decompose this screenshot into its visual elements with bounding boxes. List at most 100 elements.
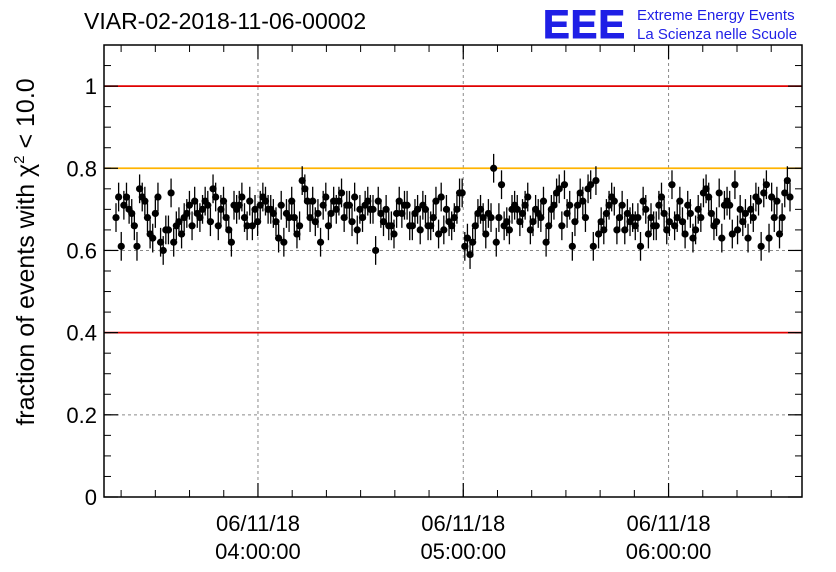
data-point — [566, 190, 574, 220]
data-point — [778, 203, 786, 232]
point-marker — [644, 230, 652, 238]
point-marker — [274, 234, 283, 242]
point-marker — [770, 213, 778, 222]
point-marker — [563, 209, 571, 218]
point-marker — [636, 242, 645, 250]
point-marker — [463, 234, 472, 242]
data-point — [469, 227, 477, 257]
point-marker — [408, 222, 416, 230]
data-point — [185, 190, 194, 220]
data-point — [322, 182, 330, 212]
point-marker — [227, 238, 235, 246]
point-marker — [566, 201, 574, 209]
x-tick-label-time: 06:00:00 — [626, 539, 712, 564]
point-marker — [581, 213, 590, 222]
data-point — [550, 190, 558, 220]
point-marker — [130, 222, 138, 230]
data-point — [642, 194, 650, 224]
point-marker — [306, 213, 314, 222]
point-marker — [453, 205, 461, 213]
data-point — [768, 182, 776, 212]
point-marker — [524, 193, 532, 201]
point-marker — [154, 193, 162, 201]
data-point — [492, 227, 500, 257]
point-marker — [243, 222, 251, 230]
point-marker — [471, 222, 479, 230]
point-marker — [314, 209, 322, 218]
point-marker — [657, 193, 666, 201]
data-point — [558, 211, 566, 241]
data-point — [382, 194, 390, 224]
point-marker — [747, 205, 755, 213]
data-point — [705, 182, 713, 212]
point-marker — [183, 209, 191, 218]
point-marker — [568, 242, 576, 250]
data-point — [408, 211, 416, 241]
data-point — [248, 211, 256, 241]
point-marker — [773, 197, 781, 205]
point-marker — [579, 197, 587, 205]
data-point — [272, 207, 280, 237]
point-marker — [219, 197, 228, 205]
data-point — [416, 215, 424, 245]
point-marker — [513, 205, 521, 213]
point-marker — [686, 209, 694, 218]
point-marker — [448, 222, 456, 230]
eee-logo-mark: EEE — [542, 3, 627, 48]
point-marker — [521, 201, 529, 209]
data-point — [393, 199, 401, 228]
point-marker — [665, 218, 673, 226]
y-tick-label: 0.6 — [66, 238, 97, 263]
point-marker — [592, 177, 600, 185]
point-marker — [587, 181, 595, 189]
data-point — [673, 203, 681, 232]
point-marker — [647, 213, 655, 222]
data-point — [227, 227, 235, 257]
point-marker — [600, 226, 608, 234]
point-marker — [691, 226, 700, 234]
point-marker — [440, 226, 448, 234]
data-point — [573, 190, 582, 220]
point-marker — [728, 230, 736, 238]
point-marker — [427, 222, 435, 230]
point-marker — [204, 201, 212, 209]
data-point — [458, 178, 466, 208]
point-marker — [775, 230, 784, 238]
y-tick-label: 0.8 — [66, 156, 97, 181]
point-marker — [736, 205, 744, 213]
data-point — [770, 203, 778, 232]
point-marker — [191, 197, 199, 205]
point-marker — [786, 193, 794, 201]
data-point — [112, 203, 120, 232]
point-marker — [492, 238, 500, 246]
data-point — [324, 211, 333, 241]
data-point — [665, 207, 673, 237]
point-marker — [634, 213, 642, 222]
point-marker — [768, 193, 776, 201]
point-marker — [487, 213, 495, 222]
point-marker — [212, 193, 220, 201]
point-marker — [678, 218, 687, 226]
data-point — [587, 170, 595, 200]
data-point — [592, 166, 600, 195]
point-marker — [707, 209, 715, 218]
data-point — [219, 186, 228, 216]
point-marker — [576, 189, 584, 197]
point-marker — [479, 213, 487, 222]
point-marker — [238, 193, 246, 201]
point-marker — [694, 205, 702, 213]
data-point — [453, 194, 461, 224]
point-marker — [602, 209, 611, 218]
point-marker — [618, 201, 626, 209]
point-marker — [372, 246, 380, 255]
data-point — [369, 194, 377, 224]
point-marker — [327, 209, 335, 218]
data-point — [579, 186, 587, 216]
point-marker — [235, 201, 243, 209]
point-marker — [623, 209, 632, 218]
point-marker — [319, 201, 327, 209]
point-marker — [293, 230, 301, 238]
point-marker — [117, 242, 125, 250]
data-point — [288, 186, 296, 216]
